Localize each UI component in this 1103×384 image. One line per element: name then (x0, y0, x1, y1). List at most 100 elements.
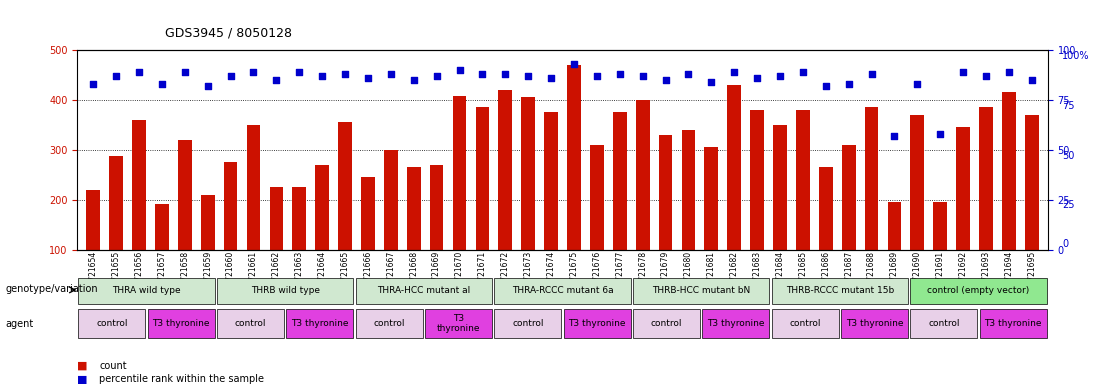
Bar (933, 202, 947, 300)
Text: count: count (99, 361, 127, 371)
Text: THRA-RCCC mutant 6a: THRA-RCCC mutant 6a (512, 286, 613, 295)
Point (85, 81, 103, 87)
Bar (475, 108, 490, 300)
Point (656, 77, 674, 83)
Bar (635, 100, 650, 300)
Bar (315, 165, 329, 300)
Point (726, 69, 743, 75)
Point (748, 75, 765, 81)
Text: control (empty vector): control (empty vector) (928, 286, 1029, 295)
Point (199, 83, 216, 89)
Bar (658, 135, 673, 300)
Point (817, 83, 835, 89)
Point (634, 73, 652, 79)
Bar (522, 98, 535, 300)
Bar (1002, 93, 1016, 300)
Text: ■: ■ (77, 374, 88, 384)
Bar (178, 140, 192, 300)
Bar (979, 108, 993, 300)
Bar (544, 113, 558, 300)
Text: THRA-HCC mutant al: THRA-HCC mutant al (377, 286, 471, 295)
Text: T3 thyronine: T3 thyronine (291, 319, 349, 328)
Point (245, 69, 263, 75)
Point (360, 75, 377, 81)
Point (405, 77, 422, 83)
Text: T3 thyronine: T3 thyronine (152, 319, 210, 328)
Bar (339, 122, 352, 300)
Point (771, 73, 789, 79)
Bar (224, 162, 237, 300)
Text: control: control (651, 319, 683, 328)
Text: T3 thyronine: T3 thyronine (568, 319, 625, 328)
Bar (86, 190, 100, 300)
Text: THRB wild type: THRB wild type (250, 286, 320, 295)
Bar (842, 145, 856, 300)
Bar (705, 147, 718, 300)
FancyBboxPatch shape (494, 309, 561, 338)
Point (428, 73, 446, 79)
Point (1022, 77, 1040, 83)
Point (222, 73, 239, 79)
Text: control: control (790, 319, 821, 328)
Point (909, 81, 927, 87)
Bar (430, 165, 443, 300)
FancyBboxPatch shape (494, 278, 631, 304)
Bar (132, 120, 146, 300)
Point (290, 69, 308, 75)
Text: control: control (235, 319, 266, 328)
Text: T3 thyronine: T3 thyronine (846, 319, 903, 328)
Point (886, 133, 903, 139)
Text: T3 thyronine: T3 thyronine (707, 319, 764, 328)
Text: THRB-HCC mutant bN: THRB-HCC mutant bN (652, 286, 750, 295)
Point (130, 69, 148, 75)
Point (611, 71, 629, 77)
FancyBboxPatch shape (633, 309, 700, 338)
Bar (567, 65, 581, 300)
FancyBboxPatch shape (564, 309, 631, 338)
Bar (1025, 115, 1039, 300)
Bar (384, 150, 398, 300)
Bar (818, 167, 833, 300)
Point (176, 69, 194, 75)
Bar (407, 167, 420, 300)
Text: control: control (374, 319, 405, 328)
Text: control: control (512, 319, 544, 328)
Point (839, 81, 857, 87)
Bar (750, 110, 764, 300)
Text: agent: agent (6, 319, 34, 329)
FancyBboxPatch shape (772, 309, 838, 338)
Text: THRB-RCCC mutant 15b: THRB-RCCC mutant 15b (785, 286, 893, 295)
Text: 50: 50 (1062, 151, 1074, 161)
Text: 100%: 100% (1062, 51, 1090, 61)
Bar (247, 125, 260, 300)
Bar (910, 115, 924, 300)
Bar (269, 187, 283, 300)
Bar (956, 127, 970, 300)
Point (565, 61, 582, 67)
Point (336, 71, 354, 77)
FancyBboxPatch shape (840, 309, 908, 338)
FancyBboxPatch shape (910, 309, 977, 338)
FancyBboxPatch shape (355, 278, 492, 304)
Text: 75: 75 (1062, 101, 1074, 111)
Bar (156, 204, 169, 300)
Point (588, 73, 606, 79)
Point (451, 67, 469, 73)
FancyBboxPatch shape (910, 278, 1047, 304)
FancyBboxPatch shape (425, 309, 492, 338)
Bar (201, 195, 215, 300)
Bar (796, 110, 810, 300)
FancyBboxPatch shape (979, 309, 1047, 338)
Bar (361, 177, 375, 300)
FancyBboxPatch shape (772, 278, 908, 304)
Bar (590, 145, 603, 300)
Text: control: control (928, 319, 960, 328)
FancyBboxPatch shape (287, 309, 353, 338)
Point (543, 75, 560, 81)
Text: genotype/variation: genotype/variation (6, 284, 98, 294)
Point (520, 73, 537, 79)
Point (313, 73, 331, 79)
Point (1000, 69, 1018, 75)
Point (954, 69, 972, 75)
Point (679, 71, 697, 77)
